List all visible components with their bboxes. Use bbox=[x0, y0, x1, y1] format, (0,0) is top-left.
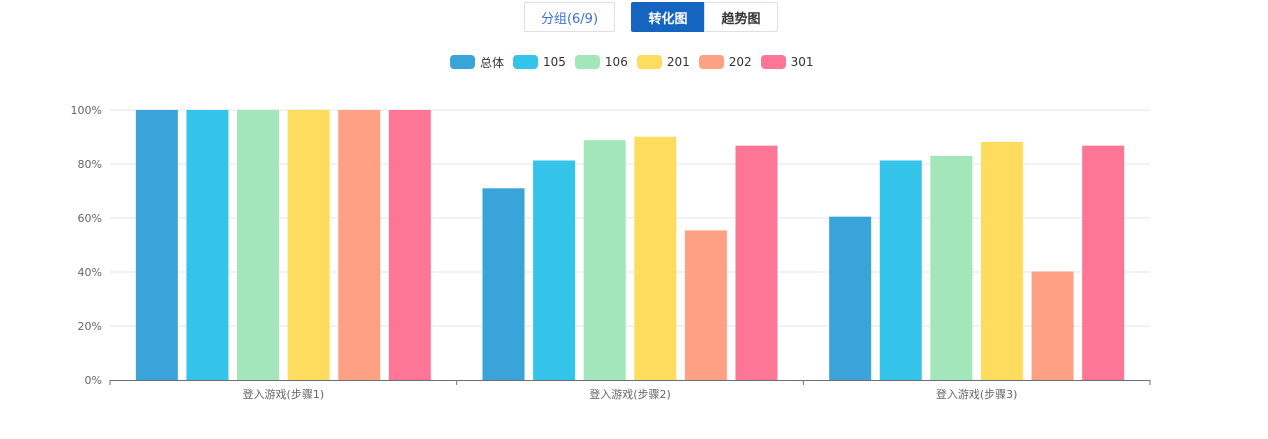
chart-toolbar: 分组(6/9) 转化图 趋势图 bbox=[0, 2, 1268, 34]
legend-swatch bbox=[636, 55, 662, 69]
y-tick-label: 100% bbox=[71, 104, 102, 117]
y-tick-label: 80% bbox=[78, 158, 102, 171]
bar bbox=[684, 230, 727, 380]
legend-item[interactable]: 301 bbox=[760, 55, 814, 69]
legend-item[interactable]: 106 bbox=[574, 55, 628, 69]
legend-swatch bbox=[450, 55, 475, 69]
legend-label: 106 bbox=[604, 55, 628, 69]
bar bbox=[829, 216, 872, 380]
legend-swatch bbox=[760, 55, 786, 69]
legend-swatch bbox=[698, 55, 724, 69]
bar bbox=[237, 110, 280, 380]
legend-label: 105 bbox=[543, 55, 566, 69]
legend-item[interactable]: 总体 bbox=[450, 54, 504, 71]
chart-legend: 总体 105 106 201 202 301 bbox=[450, 53, 823, 71]
x-tick-label: 登入游戏(步骤1) bbox=[243, 387, 325, 401]
legend-swatch bbox=[513, 55, 539, 69]
legend-label: 总体 bbox=[480, 55, 505, 70]
x-tick-label: 登入游戏(步骤3) bbox=[936, 387, 1018, 401]
bar bbox=[980, 141, 1023, 380]
legend-label: 202 bbox=[728, 55, 752, 69]
bar bbox=[135, 110, 178, 380]
legend-label: 301 bbox=[790, 55, 814, 69]
bar bbox=[482, 188, 525, 380]
bar bbox=[388, 110, 431, 380]
legend-item[interactable]: 105 bbox=[513, 55, 566, 69]
legend-label: 201 bbox=[666, 55, 690, 69]
group-filter-button[interactable]: 分组(6/9) bbox=[524, 2, 615, 32]
bar bbox=[338, 110, 381, 380]
bar bbox=[533, 160, 576, 380]
bar bbox=[735, 145, 778, 380]
y-tick-label: 0% bbox=[85, 374, 102, 387]
legend-swatch bbox=[574, 55, 600, 69]
bar bbox=[583, 140, 626, 380]
trend-chart-tab[interactable]: 趋势图 bbox=[704, 2, 778, 32]
y-tick-label: 20% bbox=[78, 320, 102, 333]
x-tick-label: 登入游戏(步骤2) bbox=[589, 387, 671, 401]
bar bbox=[1031, 271, 1074, 380]
bar bbox=[287, 110, 330, 380]
bar bbox=[634, 136, 677, 380]
legend-item[interactable]: 201 bbox=[636, 55, 690, 69]
y-tick-label: 60% bbox=[78, 212, 102, 225]
y-tick-label: 40% bbox=[78, 266, 102, 279]
conversion-chart-tab[interactable]: 转化图 bbox=[631, 2, 705, 32]
legend-item[interactable]: 202 bbox=[698, 55, 752, 69]
bar bbox=[879, 160, 922, 380]
bar bbox=[930, 155, 973, 380]
bar bbox=[1082, 145, 1125, 380]
bar bbox=[186, 110, 229, 380]
